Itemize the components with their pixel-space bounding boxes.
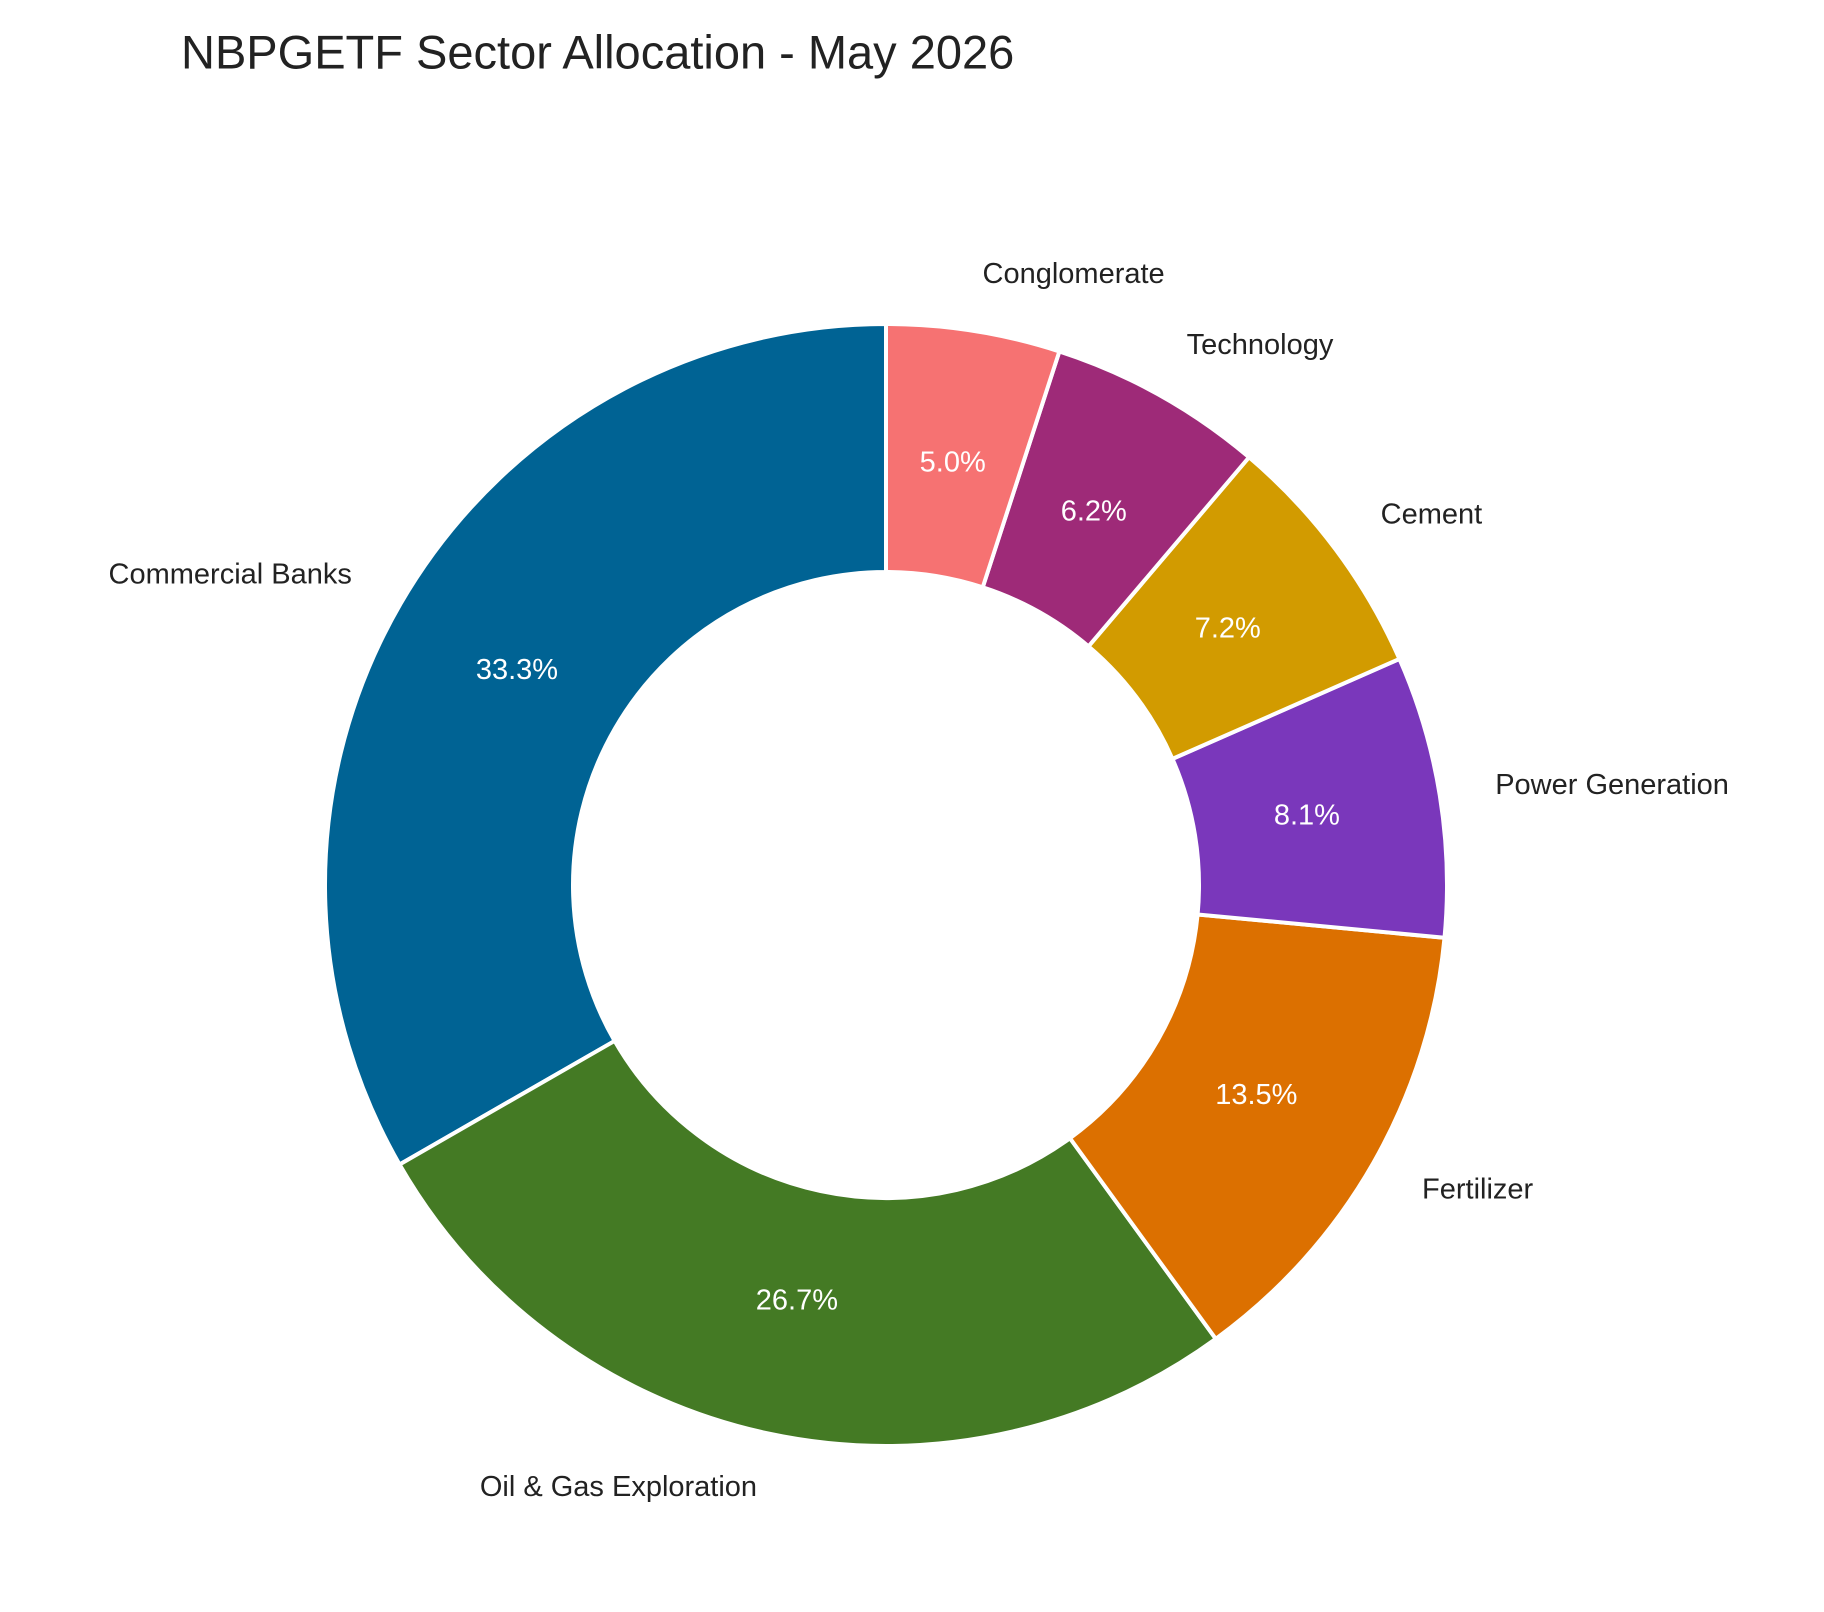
category-label: Technology xyxy=(1187,329,1334,361)
wedge xyxy=(1067,912,1447,1342)
value-label: 33.3% xyxy=(476,654,558,686)
value-label: 5.0% xyxy=(920,447,986,479)
category-label: Cement xyxy=(1381,499,1483,531)
category-label: Oil & Gas Exploration xyxy=(480,1471,757,1503)
category-label: Power Generation xyxy=(1495,769,1729,801)
value-label: 6.2% xyxy=(1061,495,1127,527)
chart-title: NBPGETF Sector Allocation - May 2026 xyxy=(181,25,1014,78)
value-label: 13.5% xyxy=(1215,1079,1297,1111)
category-label: Conglomerate xyxy=(983,258,1165,290)
wedge xyxy=(323,321,888,1168)
value-label: 7.2% xyxy=(1195,613,1261,645)
category-label: Fertilizer xyxy=(1422,1173,1534,1205)
wedge xyxy=(884,321,1062,590)
value-label: 26.7% xyxy=(756,1285,838,1317)
value-label: 8.1% xyxy=(1274,800,1340,832)
category-label: Commercial Banks xyxy=(109,559,352,591)
wedge xyxy=(396,1038,1219,1449)
